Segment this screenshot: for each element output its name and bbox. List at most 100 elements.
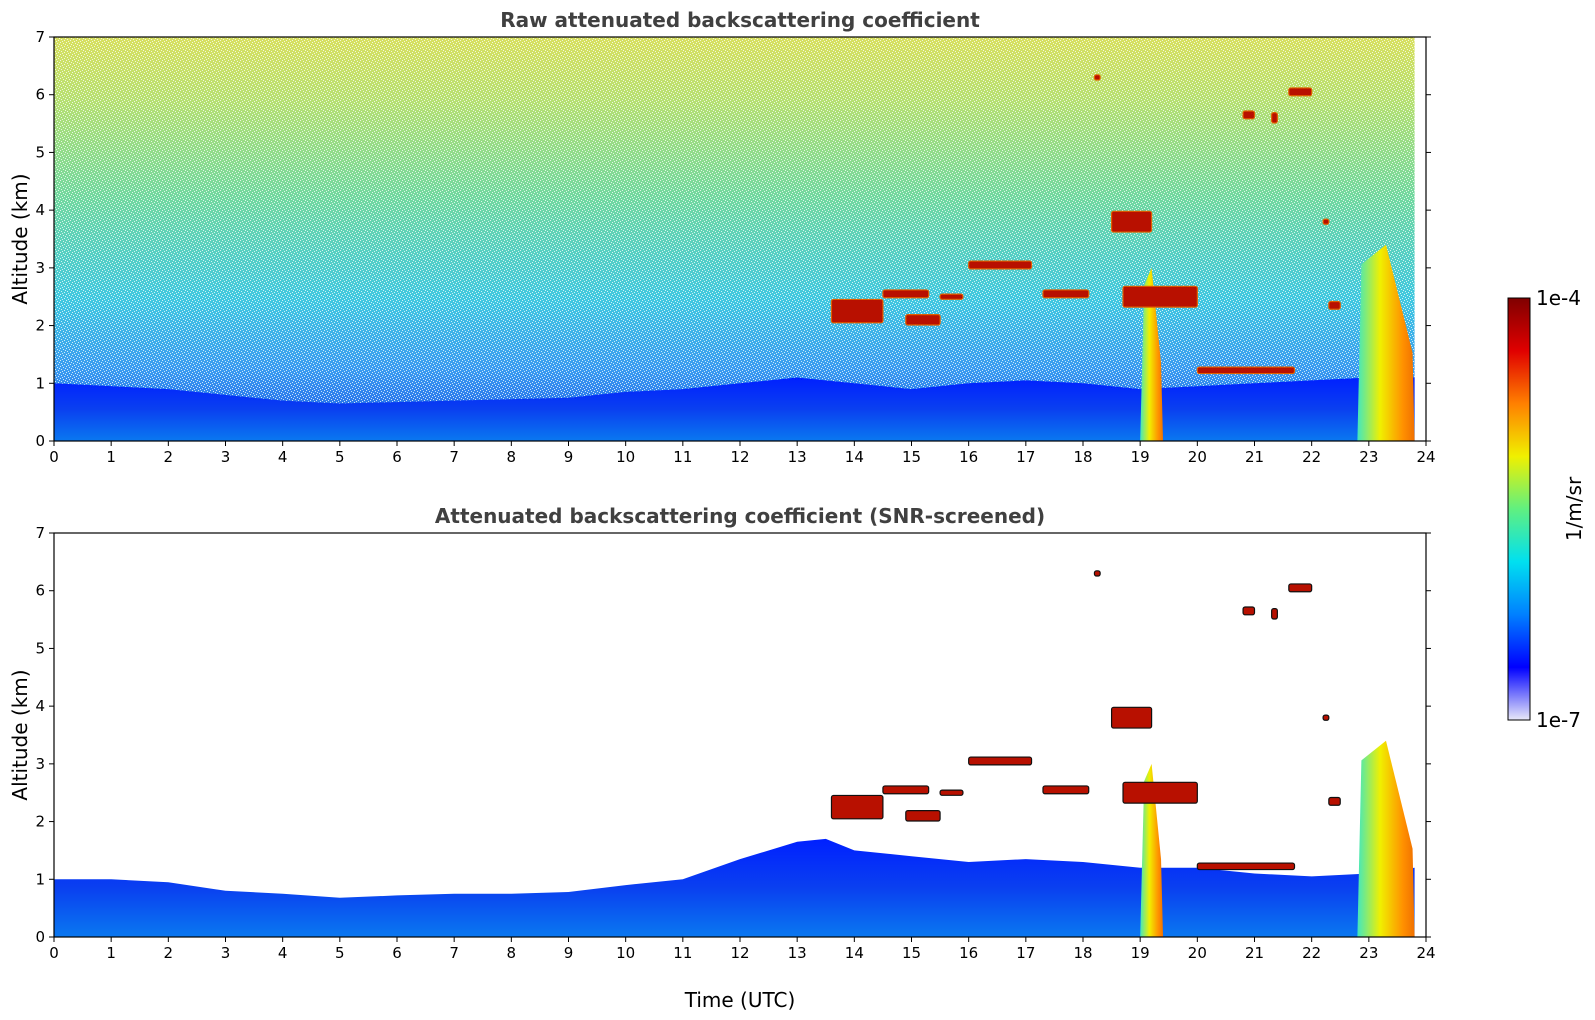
x-tick-label: 12 — [730, 944, 749, 962]
y-tick-label: 2 — [35, 813, 45, 831]
colorbar-min-label: 1e-7 — [1536, 708, 1581, 732]
colorbar-gradient — [1507, 297, 1531, 721]
x-tick-label: 9 — [564, 944, 574, 962]
x-tick-label: 0 — [49, 944, 59, 962]
x-tick-label: 18 — [1073, 448, 1092, 466]
x-tick-label: 21 — [1245, 448, 1264, 466]
cloud-segment — [968, 756, 1033, 766]
cloud-segment — [1122, 781, 1198, 804]
cloud-segment — [830, 298, 884, 324]
cloud-segment — [1242, 606, 1256, 616]
snr-screened-panel: Attenuated backscattering coefficient (S… — [8, 504, 1436, 1012]
cloud-segment — [1093, 570, 1101, 577]
cloud-segment — [905, 314, 941, 326]
boundary-layer — [54, 838, 1415, 937]
x-tick-label: 5 — [335, 448, 345, 466]
y-tick-label: 5 — [35, 143, 45, 161]
x-tick-label: 7 — [449, 944, 459, 962]
cloud-segment — [1322, 714, 1330, 721]
y-axis-ticks: 0 1 2 3 4 5 6 7 — [35, 28, 1431, 450]
x-tick-label: 12 — [730, 448, 749, 466]
cloud-segment — [939, 789, 964, 796]
x-tick-label: 14 — [845, 448, 864, 466]
x-tick-label: 18 — [1073, 944, 1092, 962]
x-tick-label: 8 — [507, 944, 517, 962]
y-tick-label: 4 — [35, 201, 45, 219]
cloud-segment — [968, 260, 1033, 270]
cloud-segment — [1042, 289, 1090, 299]
x-tick-label: 17 — [1016, 944, 1035, 962]
cloud-segment — [1288, 87, 1313, 97]
cloud-segment — [1322, 218, 1330, 225]
y-tick-label: 0 — [35, 928, 45, 946]
cloud-segment — [1242, 110, 1256, 120]
cloud-segment — [1288, 583, 1313, 593]
boundary-layer — [54, 377, 1415, 441]
x-tick-label: 13 — [788, 448, 807, 466]
cloud-segment — [1196, 862, 1296, 871]
y-tick-label: 7 — [35, 28, 45, 46]
y-axis-ticks: 0 1 2 3 4 5 6 7 — [35, 524, 1431, 946]
cloud-segment — [905, 810, 941, 822]
x-tick-label: 16 — [959, 944, 978, 962]
y-tick-label: 2 — [35, 317, 45, 335]
x-axis-label: Time (UTC) — [684, 988, 796, 1012]
x-tick-label: 10 — [616, 944, 635, 962]
cloud-segment — [882, 785, 930, 795]
y-tick-label: 7 — [35, 524, 45, 542]
x-tick-label: 15 — [902, 944, 921, 962]
precipitation-shaft — [1357, 244, 1415, 441]
x-tick-label: 1 — [106, 448, 116, 466]
colorbar: 1e-4 1e-7 1/m/sr — [1507, 286, 1586, 732]
raw-backscatter-panel: Raw attenuated backscattering coefficien… — [8, 8, 1436, 466]
x-tick-label: 0 — [49, 448, 59, 466]
x-tick-label: 16 — [959, 448, 978, 466]
cloud-segment — [1196, 366, 1296, 375]
y-tick-label: 5 — [35, 639, 45, 657]
x-tick-label: 4 — [278, 944, 288, 962]
heatmap-area — [54, 570, 1415, 937]
heatmap-area — [54, 37, 1415, 441]
x-tick-label: 8 — [507, 448, 517, 466]
x-tick-label: 2 — [164, 448, 174, 466]
cloud-segment — [1122, 285, 1198, 308]
x-tick-label: 1 — [106, 944, 116, 962]
y-tick-label: 1 — [35, 374, 45, 392]
cloud-segment — [1328, 796, 1341, 806]
y-tick-label: 3 — [35, 259, 45, 277]
x-tick-label: 2 — [164, 944, 174, 962]
cloud-segment — [882, 289, 930, 299]
x-tick-label: 10 — [616, 448, 635, 466]
y-axis-label: Altitude (km) — [8, 669, 32, 800]
noise-speckle — [54, 37, 1415, 441]
cloud-segment — [1093, 74, 1101, 81]
x-tick-label: 20 — [1188, 448, 1207, 466]
cloud-segment — [1110, 210, 1153, 233]
x-tick-label: 23 — [1359, 448, 1378, 466]
x-tick-label: 4 — [278, 448, 288, 466]
x-tick-label: 19 — [1131, 448, 1150, 466]
x-tick-label: 19 — [1131, 944, 1150, 962]
x-tick-label: 11 — [673, 944, 692, 962]
x-tick-label: 15 — [902, 448, 921, 466]
x-tick-label: 3 — [221, 944, 231, 962]
colorbar-max-label: 1e-4 — [1536, 286, 1581, 310]
x-tick-label: 6 — [392, 944, 402, 962]
y-tick-label: 6 — [35, 86, 45, 104]
x-tick-label: 22 — [1302, 944, 1321, 962]
precipitation-shaft — [1357, 740, 1415, 937]
chart-title: Attenuated backscattering coefficient (S… — [435, 504, 1045, 528]
y-tick-label: 4 — [35, 697, 45, 715]
y-tick-label: 0 — [35, 432, 45, 450]
x-tick-label: 24 — [1416, 448, 1435, 466]
cloud-segment — [1271, 112, 1278, 124]
cloud-segment — [1271, 608, 1278, 620]
x-axis-ticks: 0 1 2 3 4 5 6 7 8 9 10 11 12 13 14 15 16 17 18 19 20 21 22 23 24 — [49, 937, 1436, 962]
cloud-segment — [939, 293, 964, 300]
cloud-segment — [830, 794, 884, 820]
x-tick-label: 14 — [845, 944, 864, 962]
x-tick-label: 6 — [392, 448, 402, 466]
y-tick-label: 3 — [35, 755, 45, 773]
x-tick-label: 3 — [221, 448, 231, 466]
